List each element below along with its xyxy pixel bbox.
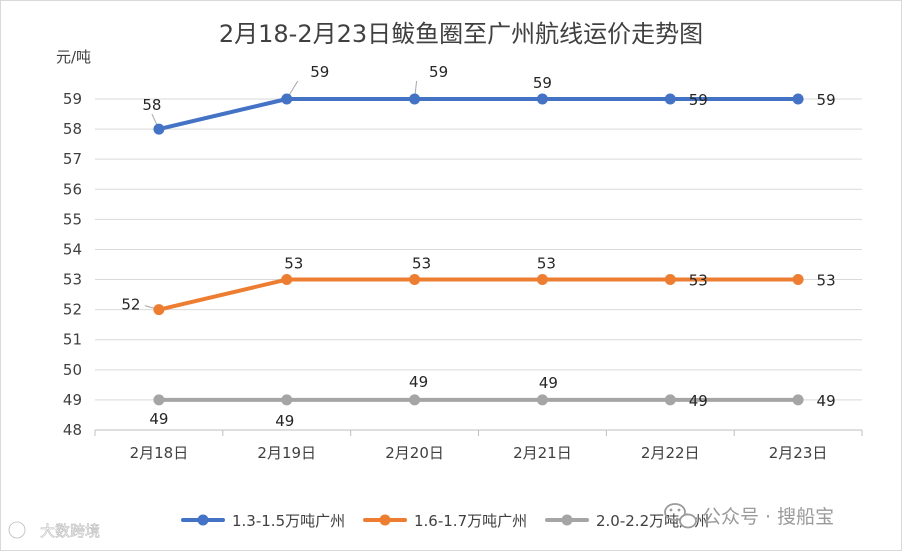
data-point <box>664 93 676 105</box>
legend: 1.3-1.5万吨广州 1.6-1.7万吨广州 2.0-2.2万吨广州 <box>181 512 709 530</box>
x-tick-label: 2月19日 <box>257 444 316 462</box>
y-tick-label: 58 <box>63 120 82 138</box>
series-group: 52 53 53 53 53 53 <box>121 255 836 316</box>
data-point <box>409 274 421 286</box>
x-tick-label: 2月18日 <box>130 444 189 462</box>
legend-item: 2.0-2.2万吨广州 <box>545 512 709 530</box>
legend-swatch-marker <box>379 514 391 526</box>
y-tick-label: 59 <box>63 90 82 108</box>
y-tick-label: 57 <box>63 150 82 168</box>
data-point <box>792 93 804 105</box>
legend-label: 2.0-2.2万吨广州 <box>596 512 709 530</box>
data-point <box>281 274 293 286</box>
data-point <box>281 394 293 406</box>
data-point <box>153 394 165 406</box>
x-tick-label: 2月22日 <box>641 444 700 462</box>
series-group: 49 49 49 49 49 49 <box>149 373 835 430</box>
data-label: 53 <box>412 255 431 273</box>
y-tick-label: 56 <box>63 180 82 198</box>
data-point <box>792 274 804 286</box>
y-tick-label: 53 <box>63 271 82 289</box>
data-label: 49 <box>149 410 168 428</box>
y-tick-label: 48 <box>63 421 82 439</box>
data-label: 49 <box>817 392 836 410</box>
series-group: 58 59 59 59 59 59 <box>142 63 836 135</box>
wechat-account-text: 公众号 · 搜船宝 <box>702 506 834 528</box>
gridlines <box>95 98 862 431</box>
x-tick-label: 2月23日 <box>769 444 828 462</box>
wechat-watermark: 公众号 · 搜船宝 <box>664 503 834 529</box>
data-point <box>409 394 421 406</box>
y-axis-unit-label: 元/吨 <box>56 48 91 66</box>
data-label: 59 <box>817 91 836 109</box>
legend-swatch-marker <box>561 514 573 526</box>
data-point <box>792 394 804 406</box>
wechat-logo-icon <box>664 503 697 529</box>
data-label: 53 <box>537 255 556 273</box>
corner-logo-icon <box>8 521 26 539</box>
data-point <box>664 274 676 286</box>
data-point <box>153 123 165 135</box>
data-label: 59 <box>429 63 448 81</box>
data-point <box>281 93 293 105</box>
data-point <box>536 274 548 286</box>
legend-label: 1.3-1.5万吨广州 <box>232 512 345 530</box>
data-label: 49 <box>275 412 294 430</box>
y-tick-label: 54 <box>63 240 82 258</box>
corner-watermark: 大数跨境 <box>8 521 100 540</box>
data-label: 59 <box>689 91 708 109</box>
x-axis: 2月18日 2月19日 2月20日 2月21日 2月22日 2月23日 <box>94 430 863 462</box>
data-label: 53 <box>284 255 303 273</box>
legend-swatch-marker <box>197 514 209 526</box>
data-label: 53 <box>817 272 836 290</box>
data-point <box>153 304 165 316</box>
corner-watermark-text: 大数跨境 <box>40 522 100 540</box>
data-label: 49 <box>409 373 428 391</box>
data-label: 49 <box>539 374 558 392</box>
y-tick-label: 49 <box>63 391 82 409</box>
y-tick-label: 51 <box>63 331 82 349</box>
data-label: 59 <box>533 74 552 92</box>
data-label: 52 <box>121 296 140 314</box>
y-axis-ticks: 48 49 50 51 52 53 54 55 56 57 58 59 <box>63 90 82 439</box>
data-label: 53 <box>689 272 708 290</box>
data-label: 59 <box>310 63 329 81</box>
data-point <box>409 93 421 105</box>
data-point <box>536 93 548 105</box>
series-line <box>156 277 801 312</box>
chart-title: 2月18-2月23日鲅鱼圈至广州航线运价走势图 <box>219 20 703 48</box>
series-lines: 58 59 59 59 59 59 52 53 53 53 53 53 49 49 49 49 49 49 <box>121 63 835 430</box>
y-tick-label: 50 <box>63 361 82 379</box>
legend-label: 1.6-1.7万吨广州 <box>414 512 527 530</box>
data-label: 49 <box>689 392 708 410</box>
legend-item: 1.3-1.5万吨广州 <box>181 512 345 530</box>
x-tick-label: 2月21日 <box>513 444 572 462</box>
data-label: 58 <box>142 96 161 114</box>
y-tick-label: 52 <box>63 301 82 319</box>
data-point <box>536 394 548 406</box>
series-line <box>156 97 801 132</box>
legend-item: 1.6-1.7万吨广州 <box>363 512 527 530</box>
x-tick-label: 2月20日 <box>385 444 444 462</box>
data-point <box>664 394 676 406</box>
y-tick-label: 55 <box>63 210 82 228</box>
